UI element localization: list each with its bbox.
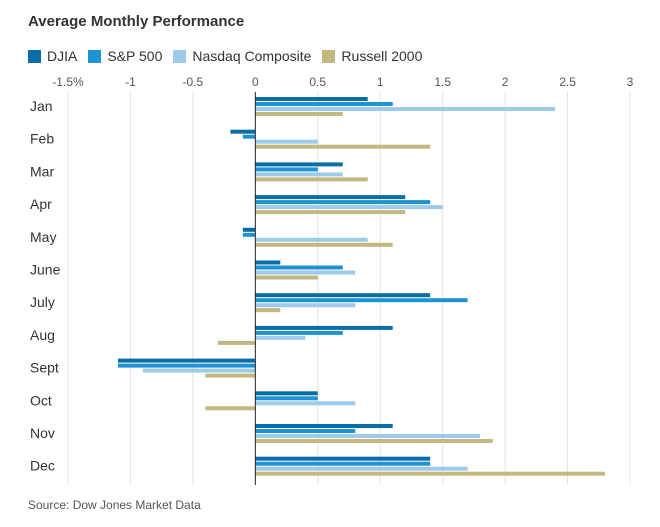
- x-tick-label: 0.5: [309, 75, 326, 89]
- bar: [205, 406, 256, 411]
- legend-item: Nasdaq Composite: [173, 48, 311, 64]
- x-tick-label: -1: [125, 75, 136, 89]
- bar: [230, 129, 256, 134]
- bar: [255, 167, 318, 172]
- bar: [117, 358, 256, 363]
- bar: [255, 308, 281, 313]
- bar: [255, 335, 306, 340]
- bar: [255, 112, 343, 116]
- bar: [255, 265, 343, 270]
- category-label: May: [30, 229, 56, 245]
- bar: [205, 373, 256, 378]
- bar: [242, 227, 256, 232]
- category-label: June: [30, 262, 61, 278]
- x-tick-label: -0.5: [183, 75, 204, 89]
- bar: [255, 195, 406, 200]
- bar: [255, 242, 393, 247]
- bar: [255, 325, 393, 330]
- category-label: Feb: [30, 131, 54, 147]
- category-label: Mar: [30, 163, 54, 179]
- bar: [217, 340, 256, 345]
- category-label: Oct: [30, 392, 52, 408]
- bar: [255, 139, 318, 144]
- bar: [255, 107, 556, 111]
- legend: DJIA S&P 500 Nasdaq Composite Russell 2000: [28, 48, 433, 64]
- bar: [255, 102, 393, 106]
- source-note: Source: Dow Jones Market Data: [28, 498, 201, 512]
- x-tick-label: 2.5: [559, 75, 576, 89]
- category-label: Apr: [30, 196, 52, 212]
- category-label: July: [30, 294, 55, 310]
- x-tick-label: 3: [627, 75, 634, 89]
- bar: [255, 293, 431, 298]
- bar: [255, 429, 356, 433]
- bar: [255, 456, 431, 461]
- bar: [255, 396, 318, 401]
- x-tick-label: 1: [377, 75, 384, 89]
- legend-item: DJIA: [28, 48, 77, 64]
- bar: [255, 424, 393, 428]
- category-label: Sept: [30, 360, 59, 376]
- legend-swatch: [88, 49, 102, 63]
- bar: [255, 298, 468, 303]
- legend-label: S&P 500: [107, 48, 163, 64]
- legend-label: DJIA: [47, 48, 78, 64]
- bar: [255, 303, 356, 308]
- legend-swatch: [322, 49, 336, 63]
- bar: [242, 134, 256, 139]
- category-label: Jan: [30, 98, 53, 114]
- legend-item: Russell 2000: [322, 48, 422, 64]
- bar: [255, 434, 481, 438]
- bar: [255, 200, 431, 205]
- bar: [255, 471, 606, 476]
- bar: [255, 439, 493, 443]
- category-label: Nov: [30, 425, 55, 441]
- bar: [255, 237, 368, 242]
- bar: [255, 144, 431, 149]
- bar: [255, 466, 468, 471]
- bar: [255, 205, 443, 210]
- bar: [117, 363, 256, 368]
- bar: [255, 270, 356, 275]
- bar: [142, 368, 256, 373]
- bar: [255, 461, 431, 466]
- chart-title: Average Monthly Performance: [28, 13, 245, 30]
- bar: [255, 401, 356, 406]
- category-label: Dec: [30, 458, 55, 474]
- legend-label: Nasdaq Composite: [192, 48, 312, 64]
- bar: [255, 162, 343, 167]
- legend-swatch: [173, 49, 187, 63]
- bar: [255, 177, 368, 182]
- x-tick-label: 2: [502, 75, 509, 89]
- legend-item: S&P 500: [88, 48, 162, 64]
- bar: [255, 330, 343, 335]
- x-tick-label: 0: [252, 75, 259, 89]
- legend-label: Russell 2000: [341, 48, 423, 64]
- x-tick-label: -1.5%: [52, 75, 84, 89]
- bar: [255, 260, 281, 265]
- bar: [255, 210, 406, 215]
- legend-swatch: [28, 49, 41, 63]
- bar: [255, 275, 318, 280]
- x-tick-label: 1.5: [434, 75, 451, 89]
- bar: [255, 391, 318, 396]
- category-label: Aug: [30, 327, 55, 343]
- bar: [242, 232, 256, 237]
- bar: [255, 97, 368, 101]
- bar: [255, 172, 343, 177]
